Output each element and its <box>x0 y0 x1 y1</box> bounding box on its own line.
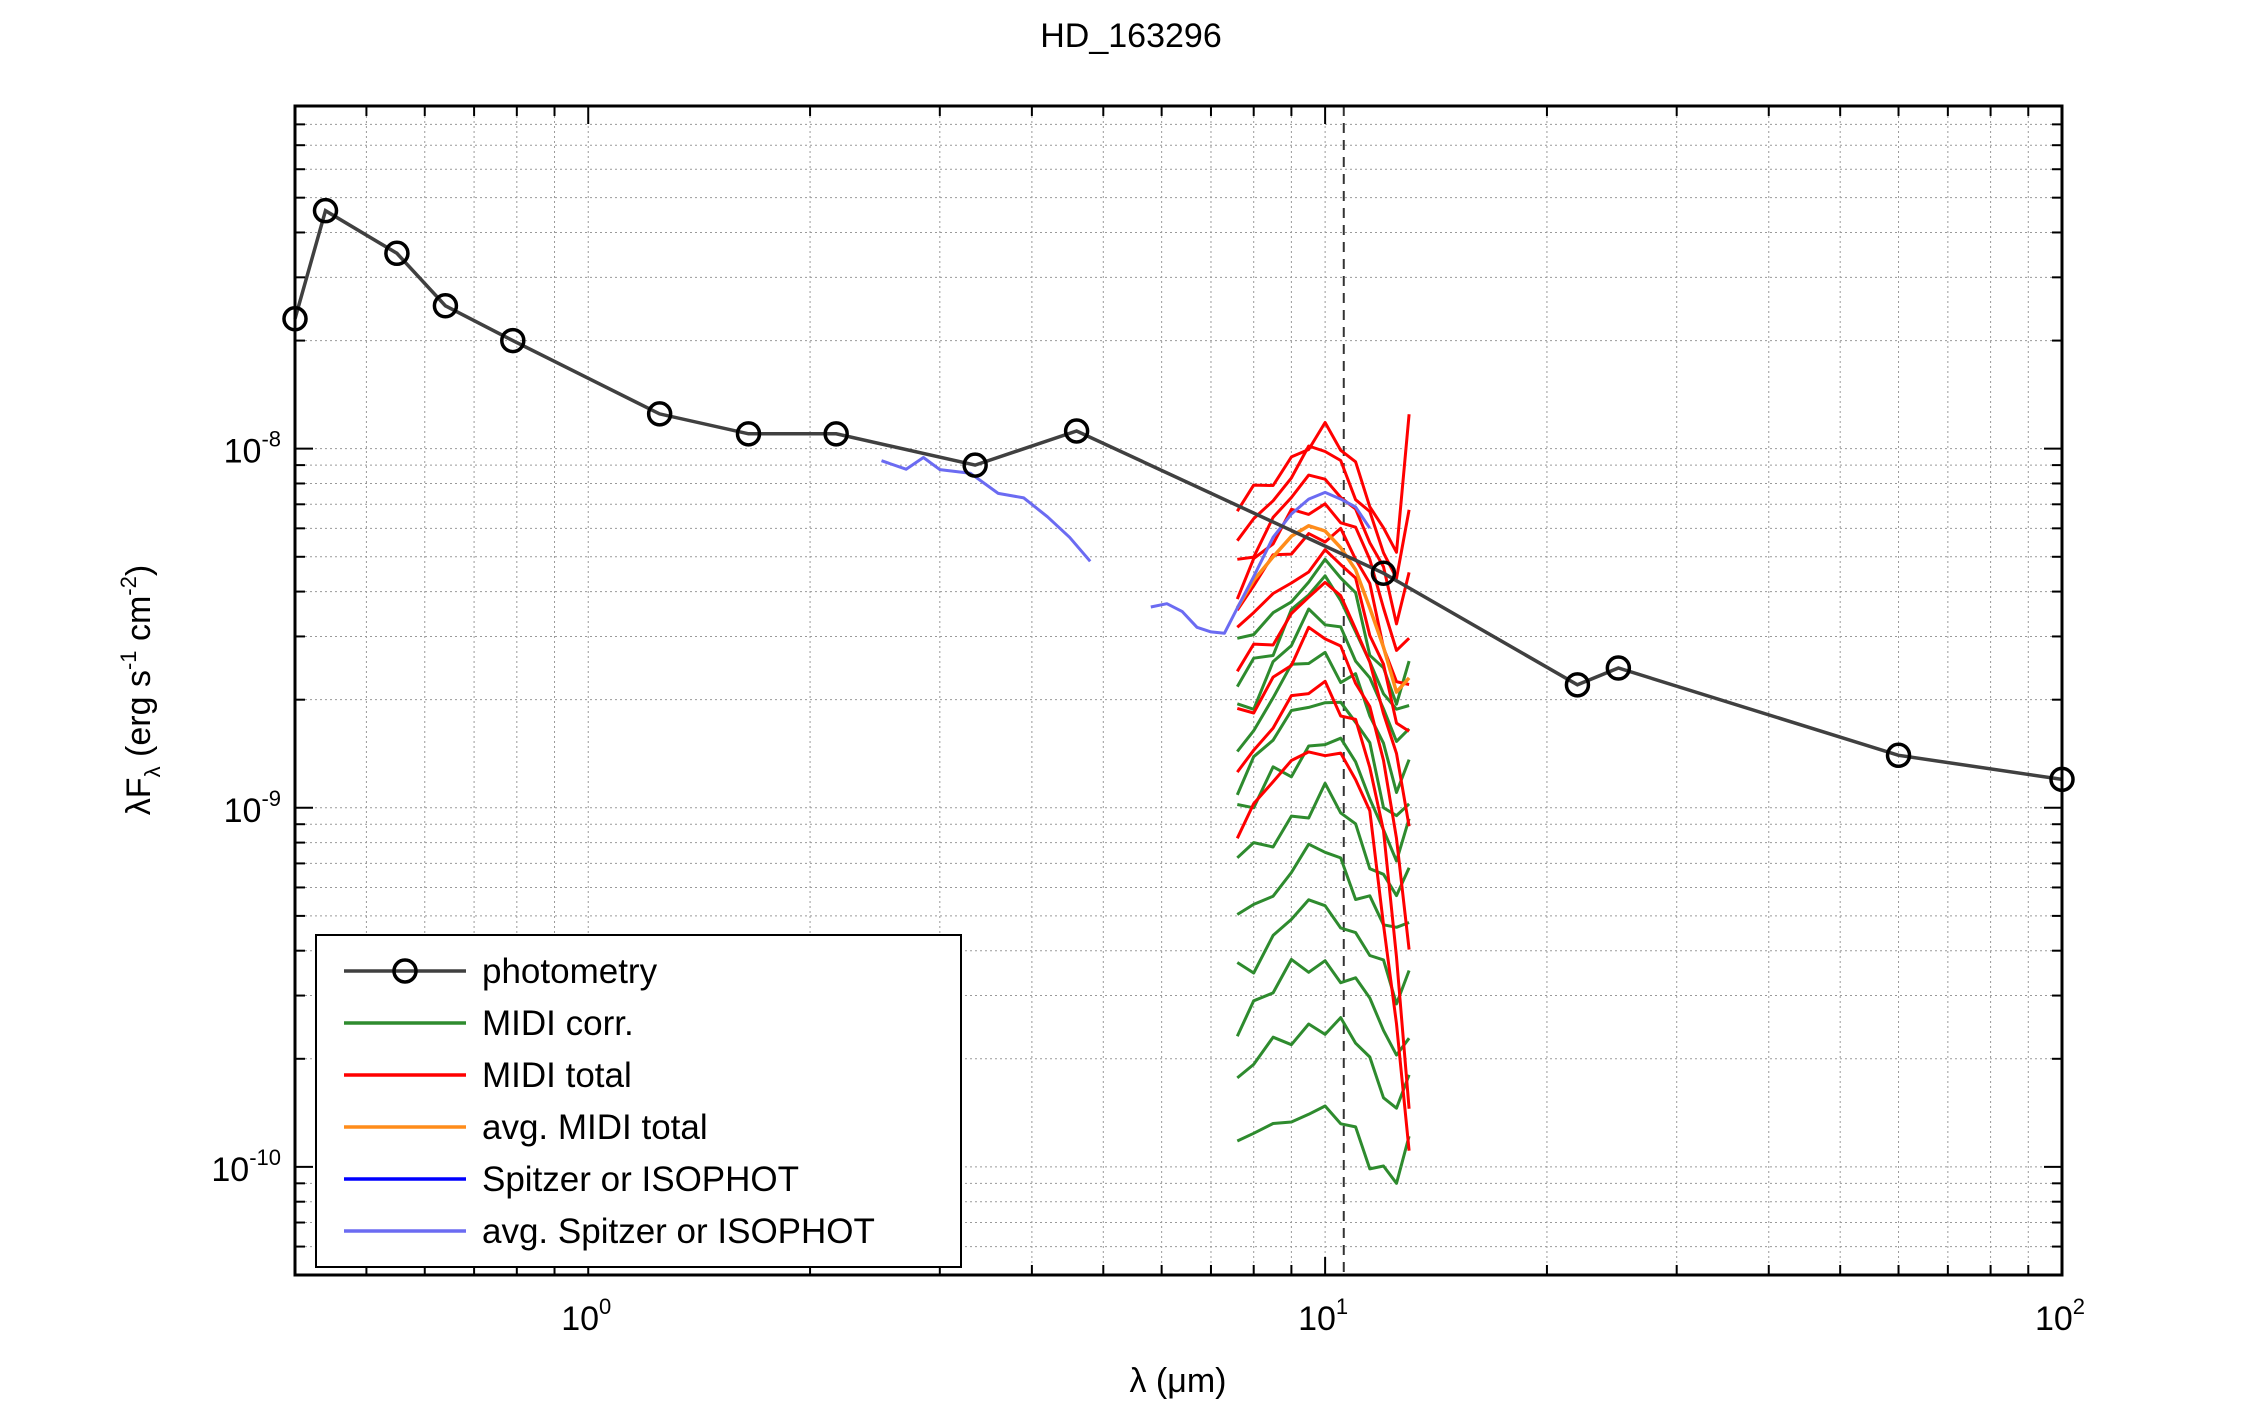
midi-corr-line <box>1237 736 1411 863</box>
photometry-point <box>1564 672 1591 698</box>
y-tick-label: 10-10 <box>211 1145 281 1189</box>
photometry-point <box>823 421 849 447</box>
photometry-line <box>293 208 2063 782</box>
midi-corr-line <box>1236 898 1411 1006</box>
photometry-point <box>1063 418 1090 444</box>
midi-corr-line <box>1236 781 1411 898</box>
midi-total-line <box>1236 548 1410 733</box>
midi-corr-line <box>1235 957 1411 1057</box>
legend-label: Spitzer or ISOPHOT <box>482 1160 799 1199</box>
tick-labels: 100 101 102 10-10 10-9 10-8 <box>211 427 2085 1338</box>
x-tick-label: 102 <box>2035 1294 2085 1338</box>
midi-total-line <box>1235 750 1411 1151</box>
midi-corr-line <box>1236 650 1411 794</box>
legend-marker <box>392 958 418 984</box>
legend-label: MIDI corr. <box>482 1004 634 1043</box>
photometry-point <box>432 293 459 319</box>
midi-total-line <box>1236 679 1411 1109</box>
photometry-point <box>646 401 673 427</box>
midi-total-line <box>1236 414 1411 554</box>
avg-spitzer-line <box>881 456 1092 563</box>
photometry-point <box>500 327 526 354</box>
y-tick-label: 10-8 <box>224 427 281 471</box>
y-tick-label: 10-9 <box>224 786 281 830</box>
midi-corr-line <box>1236 1016 1411 1110</box>
legend-label: photometry <box>482 952 658 991</box>
avg-midi-total-line <box>1235 524 1411 694</box>
chart-title: HD_163296 <box>1040 17 1221 55</box>
midi-total-line <box>1236 625 1411 950</box>
series-layer <box>282 197 2075 1185</box>
y-axis-label: λFλ (erg s-1 cm-2) <box>116 565 165 815</box>
legend-label: MIDI total <box>482 1056 632 1095</box>
photometry-point <box>1885 742 1912 769</box>
legend: photometry MIDI corr. MIDI total avg. MIDI … <box>315 934 962 1268</box>
midi-total-line <box>1236 444 1411 580</box>
photometry-point <box>962 452 988 478</box>
legend-box <box>315 934 962 1268</box>
photometry-point <box>384 240 410 267</box>
avg-spitzer-line <box>1150 490 1372 635</box>
photometry-point <box>312 197 339 224</box>
ticks <box>294 105 2063 1276</box>
photometry-point <box>735 421 762 447</box>
x-axis-label: λ (μm) <box>1129 1362 1226 1400</box>
midi-corr-line <box>1236 1104 1411 1185</box>
legend-label: avg. Spitzer or ISOPHOT <box>482 1212 875 1251</box>
x-tick-label: 101 <box>1298 1294 1348 1338</box>
midi-total-line <box>1236 580 1411 827</box>
midi-corr-line <box>1235 700 1411 818</box>
midi-corr-line <box>1236 842 1410 929</box>
photometry-point <box>1370 560 1397 586</box>
x-tick-label: 100 <box>561 1294 611 1338</box>
plot-frame <box>293 104 2064 1277</box>
midi-corr-line <box>1236 607 1411 743</box>
legend-label: avg. MIDI total <box>482 1108 708 1147</box>
photometry-point <box>1605 655 1632 681</box>
